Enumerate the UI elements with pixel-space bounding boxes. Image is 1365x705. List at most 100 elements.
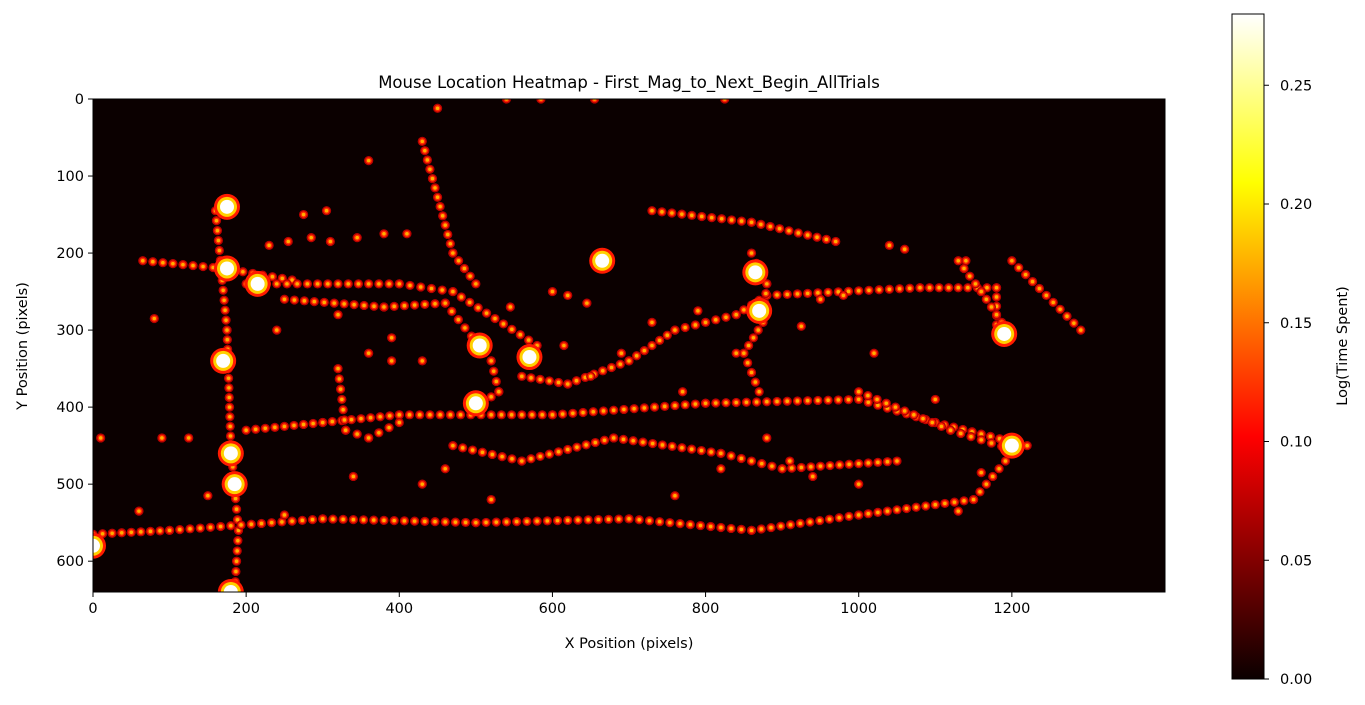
heat-cell xyxy=(959,263,969,274)
heat-cell xyxy=(231,566,241,577)
heat-cell xyxy=(563,379,573,389)
heat-cell xyxy=(526,454,536,464)
heat-cell xyxy=(590,437,600,448)
heat-cell xyxy=(481,308,492,318)
heat-cell xyxy=(149,313,159,324)
heat-cell xyxy=(341,425,351,435)
heat-cell xyxy=(675,519,685,529)
heat-cell xyxy=(552,516,563,526)
heat-cell xyxy=(461,517,471,528)
colorbar-tick-label: 0.20 xyxy=(1280,197,1312,213)
heat-cell xyxy=(762,433,772,443)
heat-cell xyxy=(218,285,228,295)
heat-cell xyxy=(609,405,619,415)
heat-cell xyxy=(687,210,697,220)
heat-cell xyxy=(553,377,564,388)
heat-cell xyxy=(655,517,665,527)
y-tick-label: 200 xyxy=(56,246,84,262)
heat-cell xyxy=(473,303,483,313)
heat-cell xyxy=(157,433,167,443)
heat-layer xyxy=(93,99,1086,592)
heat-cell xyxy=(844,459,854,469)
heat-cell xyxy=(700,398,711,408)
heat-cell xyxy=(854,387,864,397)
heat-cell xyxy=(507,454,517,464)
heat-cell xyxy=(572,442,582,452)
heat-cell xyxy=(542,516,552,526)
heat-cell xyxy=(726,523,736,534)
heat-cell xyxy=(693,306,703,316)
heat-cell xyxy=(930,394,940,405)
heat-cell xyxy=(256,518,267,529)
heat-cell xyxy=(568,408,578,418)
heat-cell xyxy=(394,417,404,428)
heat-cell xyxy=(660,401,670,411)
heat-cell xyxy=(224,383,234,393)
heat-cell xyxy=(246,519,256,529)
heat-cell xyxy=(430,517,440,527)
heat-cell xyxy=(746,248,757,258)
heat-cell xyxy=(736,216,747,226)
heat-cell xyxy=(615,359,625,369)
heat-cell xyxy=(986,438,997,448)
heat-cell xyxy=(364,279,374,289)
heat-cell xyxy=(270,422,280,432)
heat-cell xyxy=(785,520,796,530)
heat-cell xyxy=(844,511,854,521)
heat-cell xyxy=(573,515,583,525)
heat-cell xyxy=(497,452,507,462)
heat-cell xyxy=(777,464,787,474)
heat-cell xyxy=(677,443,687,453)
heat-cell xyxy=(308,418,318,429)
heat-cell xyxy=(517,371,527,381)
heat-cell xyxy=(335,384,346,394)
heat-cell xyxy=(563,444,573,455)
heat-cell xyxy=(687,444,697,454)
heat-cell xyxy=(639,346,649,356)
heat-cell xyxy=(358,515,369,525)
heat-cell xyxy=(976,468,986,478)
heat-cell xyxy=(496,410,506,420)
heat-cell xyxy=(934,283,944,293)
heat-cell xyxy=(864,285,874,295)
x-axis-label: X Position (pixels) xyxy=(565,636,694,652)
heat-cell xyxy=(168,259,178,269)
heat-cell xyxy=(420,516,430,526)
heat-cell xyxy=(657,207,667,217)
heat-cell xyxy=(299,296,309,306)
heat-cell xyxy=(618,434,629,444)
heat-cell xyxy=(369,301,379,311)
heat-cell xyxy=(1062,311,1072,321)
heat-cell xyxy=(706,447,716,457)
heat-cell xyxy=(833,395,843,405)
heat-cell xyxy=(563,290,573,301)
heat-hotspot xyxy=(221,471,248,498)
heat-cell xyxy=(772,290,782,300)
heat-cell xyxy=(445,239,455,249)
heat-cell xyxy=(292,279,302,289)
heat-cell xyxy=(803,230,813,240)
heat-cell xyxy=(297,515,307,525)
heat-cell xyxy=(222,335,232,345)
heat-cell xyxy=(991,292,1002,302)
heat-cell xyxy=(940,498,950,509)
heat-cell xyxy=(975,487,985,497)
heat-cell xyxy=(467,445,478,455)
heat-cell xyxy=(251,424,261,434)
heat-cell xyxy=(134,506,144,516)
heat-cell xyxy=(981,479,991,489)
heat-hotspot xyxy=(217,579,244,592)
heat-cell xyxy=(178,260,188,270)
heat-cell xyxy=(460,323,470,333)
heat-cell xyxy=(438,211,448,221)
heat-cell xyxy=(491,376,501,387)
heat-cell xyxy=(459,263,469,274)
heat-cell xyxy=(241,425,251,435)
heat-cell xyxy=(279,421,290,431)
heat-cell xyxy=(365,413,376,423)
heat-cell xyxy=(649,402,660,412)
heat-cell xyxy=(901,503,912,514)
heat-cell xyxy=(953,283,963,293)
heat-cell xyxy=(744,340,754,351)
heat-cell xyxy=(526,373,536,383)
